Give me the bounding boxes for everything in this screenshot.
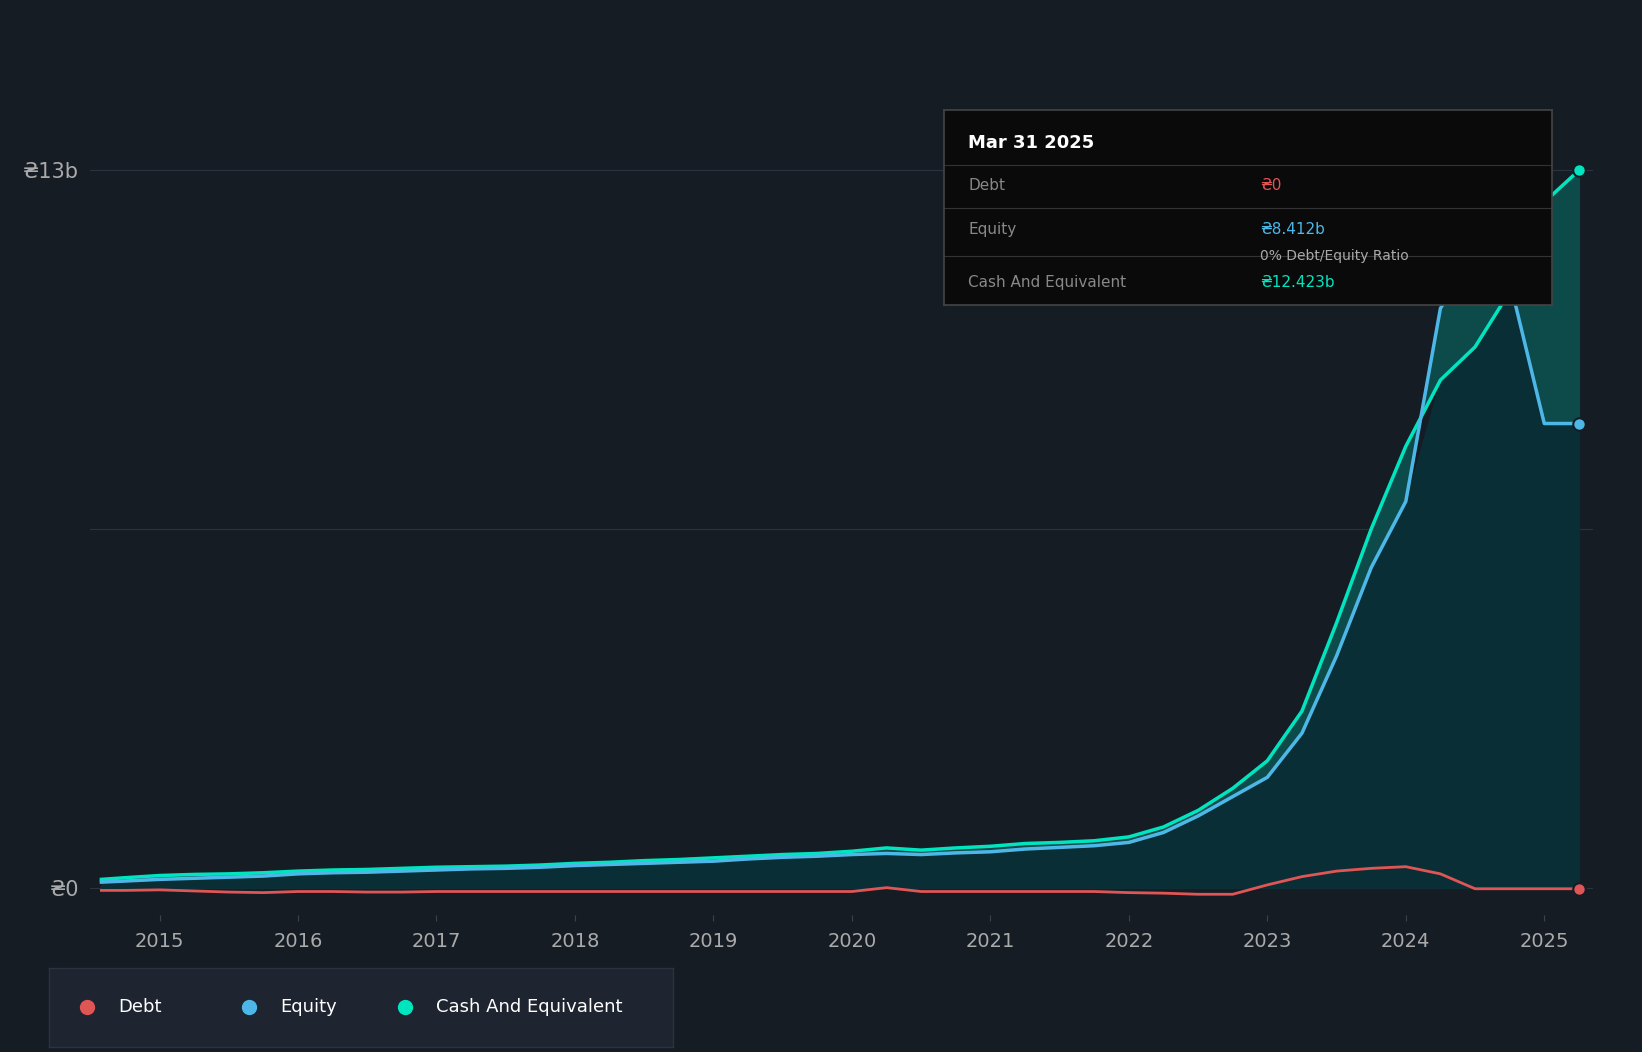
Text: Debt: Debt — [969, 178, 1005, 193]
Text: ₴8.412b: ₴8.412b — [1259, 222, 1325, 237]
Text: 0% Debt/Equity Ratio: 0% Debt/Equity Ratio — [1259, 249, 1409, 263]
Text: Mar 31 2025: Mar 31 2025 — [969, 134, 1095, 151]
Text: ₴12.423b: ₴12.423b — [1259, 276, 1335, 290]
Text: Debt: Debt — [118, 998, 161, 1016]
Text: ₴0: ₴0 — [1259, 178, 1281, 193]
Text: Equity: Equity — [281, 998, 337, 1016]
Text: Cash And Equivalent: Cash And Equivalent — [969, 276, 1126, 290]
Text: Cash And Equivalent: Cash And Equivalent — [437, 998, 622, 1016]
Text: Equity: Equity — [969, 222, 1016, 237]
